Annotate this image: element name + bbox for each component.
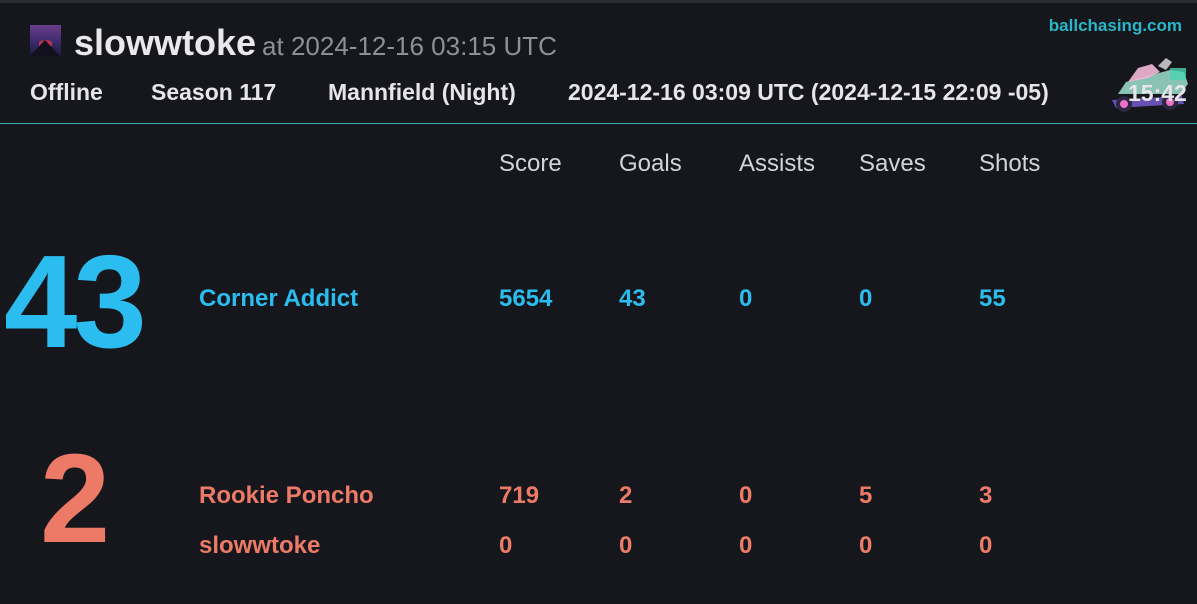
player-goals: 0 [619,532,633,559]
replay-header: slowwtoke at 2024-12-16 03:15 UTC ballcha… [0,0,1197,124]
player-saves: 0 [859,532,873,559]
player-assists: 0 [739,482,753,509]
blue-team-score: 43 [4,228,147,375]
player-score: 5654 [499,285,553,312]
player-assists: 0 [739,285,753,312]
player-shots: 0 [979,532,993,559]
upload-date: at 2024-12-16 03:15 UTC [262,31,557,61]
player-name[interactable]: Corner Addict [199,285,359,312]
player-name[interactable]: Rookie Poncho [199,482,374,509]
replay-title: slowwtoke at 2024-12-16 03:15 UTC [74,22,557,64]
site-link[interactable]: ballchasing.com [1048,16,1182,35]
map-label: Mannfield (Night) [328,79,516,105]
player-goals: 2 [619,482,633,509]
match-duration: 15:42 [1128,80,1187,106]
column-header-shots[interactable]: Shots [979,150,1041,177]
car-icon [1112,58,1188,112]
player-shots: 3 [979,482,993,509]
season-label: Season 117 [151,79,277,105]
player-assists: 0 [739,532,753,559]
player-score: 0 [499,532,513,559]
match-date-label: 2024-12-16 03:09 UTC (2024-12-15 22:09 -… [568,79,1049,105]
player-score: 719 [499,482,540,509]
column-header-goals[interactable]: Goals [619,150,682,177]
avatar-peak [30,40,60,56]
orange-team-score: 2 [40,428,110,569]
column-header-score[interactable]: Score [499,150,562,177]
player-saves: 0 [859,285,873,312]
top-rule [0,0,1197,3]
uploader-avatar[interactable] [30,25,61,56]
player-name[interactable]: slowwtoke [199,532,321,559]
player-saves: 5 [859,482,873,509]
player-goals: 43 [619,285,646,312]
column-header-assists[interactable]: Assists [739,150,816,177]
player-shots: 55 [979,285,1006,312]
column-header-saves[interactable]: Saves [859,150,926,177]
playlist-label: Offline [30,79,103,105]
uploader-name[interactable]: slowwtoke [74,22,257,63]
